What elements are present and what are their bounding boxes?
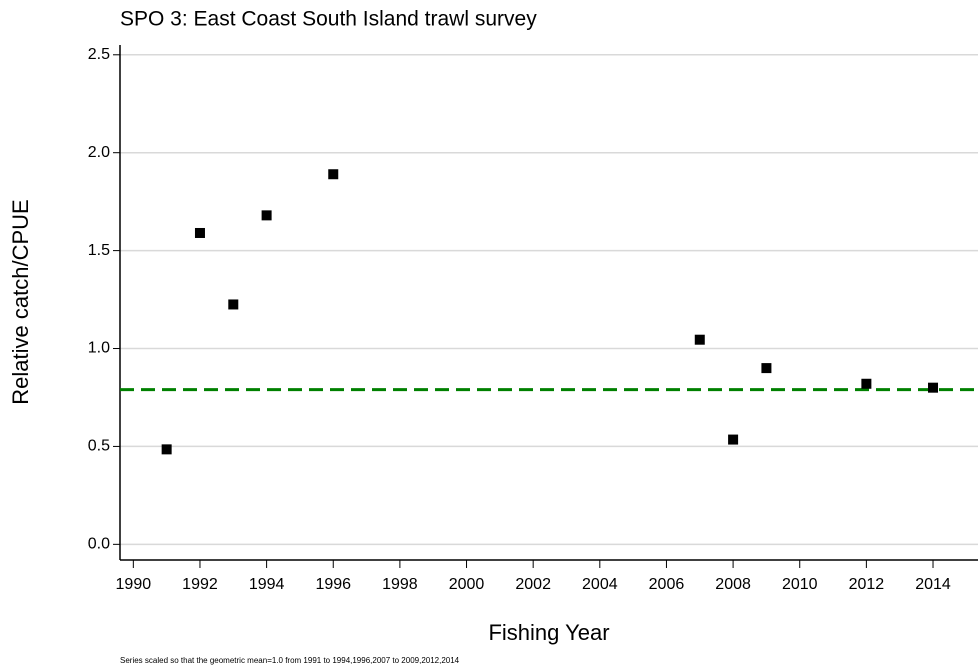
y-tick-label: 1.0	[88, 340, 110, 357]
y-tick-label: 0.0	[88, 536, 110, 553]
x-tick-label: 2002	[515, 576, 551, 593]
chart-title: SPO 3: East Coast South Island trawl sur…	[120, 8, 537, 31]
point	[728, 434, 739, 445]
x-tick-label: 1996	[315, 576, 351, 593]
x-tick-label: 2006	[649, 576, 685, 593]
x-tick-label: 1992	[182, 576, 218, 593]
point	[928, 382, 939, 393]
point	[328, 169, 339, 180]
x-tick-label: 1998	[382, 576, 418, 593]
x-tick-label: 2010	[782, 576, 818, 593]
y-tick-label: 1.5	[88, 242, 110, 259]
point	[861, 378, 872, 389]
point	[194, 227, 205, 238]
y-tick-label: 2.0	[88, 144, 110, 161]
y-axis-label: Relative catch/CPUE	[8, 199, 33, 404]
x-tick-label: 2004	[582, 576, 618, 593]
point	[161, 444, 172, 455]
point	[761, 363, 772, 374]
point	[261, 210, 272, 221]
y-tick-label: 0.5	[88, 438, 110, 455]
x-tick-label: 2012	[849, 576, 885, 593]
point	[694, 334, 705, 345]
footnote: Series scaled so that the geometric mean…	[120, 656, 460, 665]
x-axis-label: Fishing Year	[488, 620, 609, 645]
x-tick-label: 2008	[715, 576, 751, 593]
x-tick-label: 2000	[449, 576, 485, 593]
point	[228, 299, 239, 310]
x-tick-label: 1990	[116, 576, 152, 593]
x-tick-label: 1994	[249, 576, 285, 593]
y-tick-label: 2.5	[88, 46, 110, 63]
x-tick-label: 2014	[915, 576, 951, 593]
